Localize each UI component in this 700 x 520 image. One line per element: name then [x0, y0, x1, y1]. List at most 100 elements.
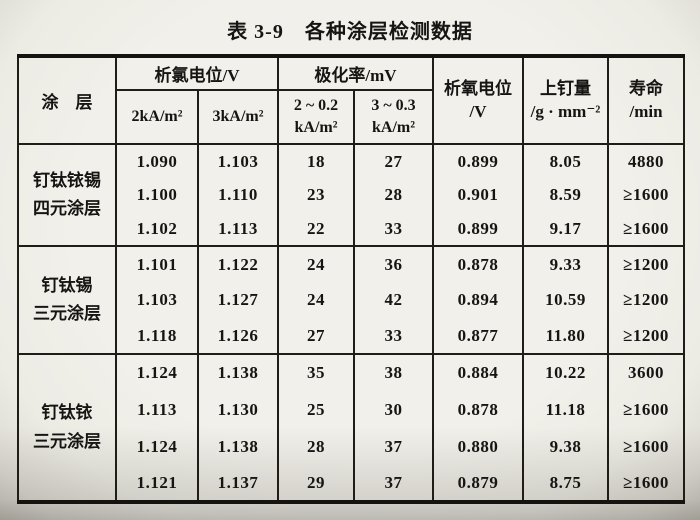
cell: 27 — [277, 318, 355, 354]
table-header: 涂 层 析氯电位/V 极化率/mV 析氧电位 /V 上钉量 /g · mm⁻² … — [17, 56, 686, 145]
table-row: 1.121 1.137 29 37 0.879 8.75 ≥1600 — [18, 465, 686, 502]
table-row: 1.124 1.138 28 37 0.880 9.38 ≥1600 — [18, 428, 686, 465]
header-lifetime: 寿命 /min — [607, 56, 686, 145]
group-ternary-sn-coating: 钉钛锡 三元涂层 1.101 1.122 24 36 0.878 9.33 ≥1… — [17, 246, 686, 354]
cell: 33 — [352, 318, 435, 354]
cell: 37 — [352, 428, 435, 465]
group-quaternary-coating: 钉钛铱锡 四元涂层 1.090 1.103 18 27 0.899 8.05 4… — [17, 144, 686, 246]
cell: 0.899 — [432, 212, 525, 246]
header-oxygen-potential: 析氧电位 /V — [432, 56, 525, 145]
cell: 33 — [352, 212, 435, 246]
cell: 37 — [352, 465, 435, 502]
cell: 1.100 — [115, 178, 199, 212]
cell: 0.878 — [432, 246, 525, 282]
cell: 35 — [277, 354, 355, 391]
cell: ≥1600 — [607, 178, 686, 212]
cell: 42 — [352, 282, 435, 318]
cell: 0.878 — [432, 391, 525, 428]
cell: 30 — [352, 391, 435, 428]
cell: 1.118 — [115, 318, 199, 354]
cell: 28 — [352, 178, 435, 212]
table-row: 钉钛铱锡 四元涂层 1.090 1.103 18 27 0.899 8.05 4… — [17, 144, 686, 246]
cell: 8.59 — [522, 178, 610, 212]
cell: ≥1600 — [607, 428, 686, 465]
cell: ≥1600 — [607, 465, 686, 502]
cell: 4880 — [607, 144, 686, 178]
cell: 1.110 — [197, 178, 279, 212]
cell: 1.090 — [115, 144, 199, 178]
cell: 1.101 — [115, 246, 199, 282]
cell: 1.127 — [197, 282, 279, 318]
cell: 1.130 — [197, 391, 279, 428]
cell: ≥1600 — [607, 212, 686, 246]
table-title: 表 3-9 各种涂层检测数据 — [227, 21, 473, 43]
header-coating: 涂 层 — [17, 56, 117, 145]
header-3ka-per-m2: 3kA/m² — [197, 90, 279, 145]
cell: 1.113 — [197, 212, 279, 246]
cell: 0.899 — [432, 144, 525, 178]
cell: 1.121 — [115, 465, 199, 502]
cell: 9.33 — [522, 246, 610, 282]
cell: 27 — [352, 144, 435, 178]
cell: 0.901 — [432, 178, 525, 212]
cell: 0.877 — [432, 318, 525, 354]
cell: ≥1200 — [607, 318, 686, 354]
group-ternary-ir-coating: 钉钛铱 三元涂层 1.124 1.138 35 38 0.884 10.22 3… — [17, 354, 686, 502]
cell: 10.59 — [522, 282, 610, 318]
cell: 8.05 — [522, 144, 610, 178]
cell: 1.138 — [197, 428, 279, 465]
cell: 38 — [352, 354, 435, 391]
cell: 1.122 — [197, 246, 279, 282]
header-chlorine-potential: 析氯电位/V — [115, 56, 279, 91]
cell: 28 — [277, 428, 355, 465]
cell: 9.17 — [522, 212, 610, 246]
table-row: 1.102 1.113 22 33 0.899 9.17 ≥1600 — [18, 212, 686, 246]
cell: ≥1200 — [607, 246, 686, 282]
cell: 25 — [277, 391, 355, 428]
cell: ≥1600 — [607, 391, 686, 428]
cell: 24 — [277, 282, 355, 318]
header-loading-amount: 上钉量 /g · mm⁻² — [522, 56, 610, 145]
cell: 1.102 — [115, 212, 199, 246]
cell: 0.884 — [432, 354, 525, 391]
cell: 0.894 — [432, 282, 525, 318]
group-label-quaternary: 钉钛铱锡 四元涂层 — [17, 144, 117, 246]
header-2ka-per-m2: 2kA/m² — [115, 90, 199, 145]
header-range-3-03: 3 ~ 0.3 kA/m² — [352, 90, 435, 145]
cell: 3600 — [607, 354, 686, 391]
table-row: 钉钛铱 三元涂层 1.124 1.138 35 38 0.884 10.22 3… — [17, 354, 686, 502]
table-row: 1.100 1.110 23 28 0.901 8.59 ≥1600 — [18, 178, 686, 212]
cell: 1.124 — [115, 428, 199, 465]
header-polarization-rate: 极化率/mV — [276, 56, 435, 91]
coating-data-table: 涂 层 析氯电位/V 极化率/mV 析氧电位 /V 上钉量 /g · mm⁻² … — [17, 54, 686, 504]
table-row: 钉钛锡 三元涂层 1.101 1.122 24 36 0.878 9.33 ≥1… — [17, 246, 686, 354]
cell: 23 — [277, 178, 355, 212]
group-label-ternary-sn: 钉钛锡 三元涂层 — [17, 246, 117, 354]
cell: 24 — [277, 246, 355, 282]
cell: 18 — [277, 144, 355, 178]
cell: 22 — [277, 212, 355, 246]
cell: 8.75 — [522, 465, 610, 502]
cell: 1.124 — [115, 354, 199, 391]
cell: 11.18 — [522, 391, 610, 428]
header-range-2-02: 2 ~ 0.2 kA/m² — [277, 90, 355, 145]
cell: ≥1200 — [607, 282, 686, 318]
cell: 1.126 — [197, 318, 279, 354]
cell: 36 — [352, 246, 435, 282]
cell: 1.113 — [115, 391, 199, 428]
table-row: 1.118 1.126 27 33 0.877 11.80 ≥1200 — [18, 318, 686, 354]
cell: 1.137 — [197, 465, 279, 502]
group-label-ternary-ir: 钉钛铱 三元涂层 — [17, 354, 117, 502]
cell: 0.880 — [432, 428, 525, 465]
cell: 1.103 — [197, 144, 279, 178]
cell: 11.80 — [522, 318, 610, 354]
cell: 10.22 — [522, 354, 610, 391]
cell: 0.879 — [432, 465, 525, 502]
cell: 29 — [277, 465, 355, 502]
cell: 9.38 — [522, 428, 610, 465]
table-row: 1.103 1.127 24 42 0.894 10.59 ≥1200 — [18, 282, 686, 318]
table-row: 1.113 1.130 25 30 0.878 11.18 ≥1600 — [18, 391, 686, 428]
cell: 1.103 — [115, 282, 199, 318]
cell: 1.138 — [197, 354, 279, 391]
